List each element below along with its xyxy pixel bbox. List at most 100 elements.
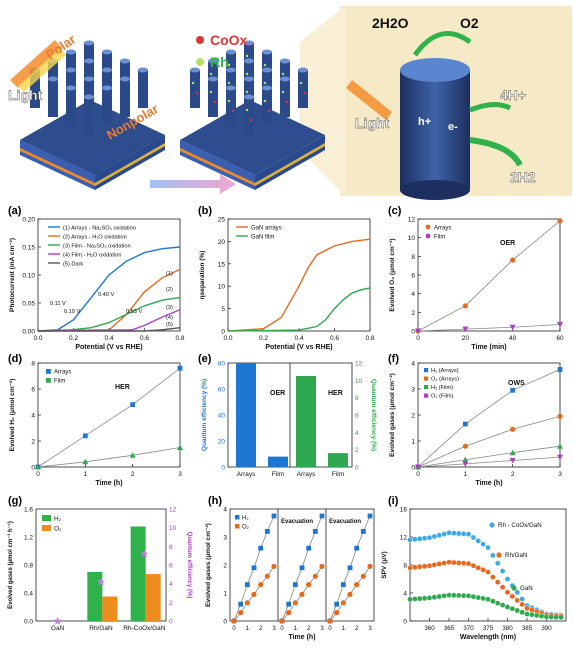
- legend-marker: [46, 378, 51, 383]
- legend-text: (4) Film - H₂O oxidation: [63, 253, 121, 259]
- legend-text: O₂: [242, 525, 250, 531]
- nanowire-rod: [84, 97, 94, 135]
- data-point: [426, 562, 433, 569]
- y-tick-label-right: 6: [355, 413, 359, 420]
- y-tick-label: 4: [411, 361, 415, 368]
- data-point: [509, 324, 516, 331]
- panel-label-b: (b): [198, 205, 213, 217]
- legend-text: H₂ (Arrays): [431, 368, 459, 374]
- data-point: [416, 595, 423, 602]
- nanowire-rod-top: [84, 40, 94, 46]
- data-point: [264, 573, 270, 579]
- data-point: [441, 560, 447, 566]
- data-point: [334, 601, 340, 607]
- rh-particle: [209, 72, 213, 76]
- annotation: OWS: [508, 380, 525, 387]
- annotation: (2): [166, 287, 173, 293]
- y-tick-label: 0.20: [22, 217, 35, 224]
- nanowire-rod: [298, 70, 308, 108]
- data-point: [465, 593, 472, 599]
- y-tick-label-right: 4: [355, 430, 359, 437]
- y-tick-label-right: 2: [169, 600, 173, 607]
- y-tick-label: 3: [223, 535, 227, 542]
- y-tick-label: 10: [218, 284, 226, 291]
- nanowire-rod-top: [262, 67, 272, 73]
- x-tick-label: 385: [522, 625, 533, 632]
- annotation: 0.53 V: [126, 309, 142, 315]
- bar: [268, 456, 288, 467]
- data-point: [529, 611, 535, 618]
- nanowire-rod: [280, 79, 290, 117]
- series-line: [227, 287, 371, 332]
- h4-label: 4H+: [500, 87, 526, 103]
- data-point: [524, 605, 530, 612]
- x-tick-label: 3: [558, 471, 562, 478]
- nanowire-rod-top: [280, 76, 290, 82]
- y-tick-label-right: 10: [355, 378, 363, 385]
- legend-marker: [424, 393, 429, 398]
- y-tick-label: 2: [223, 563, 227, 570]
- legend-text: (3) Film - Na₂SO₃ oxidation: [63, 244, 131, 250]
- data-point: [460, 592, 467, 599]
- y-tick-label: 0.00: [22, 329, 35, 336]
- nanowire-rod-top: [190, 67, 200, 73]
- x-tick-label: 2: [307, 626, 311, 632]
- legend-text: (2) Arrays - H₂O oxidation: [63, 235, 127, 241]
- annotation: OER: [270, 390, 285, 397]
- data-point: [462, 421, 468, 427]
- middle-nanowire-block: [180, 100, 325, 190]
- data-point: [455, 560, 462, 566]
- data-point: [421, 535, 428, 542]
- y-tick-label-right: 8: [169, 544, 173, 551]
- legend-marker: [46, 369, 51, 374]
- data-point: [177, 444, 183, 450]
- nanowire-rod-top: [102, 85, 112, 91]
- x-tick-label: 1: [84, 471, 88, 478]
- series-line: [37, 367, 181, 468]
- y-tick-label: 1: [411, 439, 415, 446]
- o2-label: O2: [460, 15, 479, 31]
- nanowire-rod-top: [66, 49, 76, 55]
- nanowire-rod-top: [280, 58, 290, 64]
- data-point: [465, 560, 472, 567]
- x-axis-label: Time (h): [475, 480, 502, 487]
- panel-i: (i) 0 4 8 12 16 Wavelength (nm) SPV (μV) 360 365…: [380, 495, 574, 645]
- nanowire-rod-top: [262, 49, 272, 55]
- data-point: [299, 591, 305, 597]
- legend-marker: [235, 515, 240, 520]
- panel-d: (d) 0 1 2 3 0 2 4 6 8 Time (h) Evolved H₂ (μmol cm…: [0, 353, 190, 493]
- data-point: [312, 573, 318, 579]
- panel-label-c: (c): [388, 205, 402, 217]
- y-tick-label: 0: [411, 329, 415, 336]
- data-point: [494, 579, 501, 585]
- y-tick-label-right: 0: [169, 619, 173, 626]
- y-axis-label: Evolved gases (μmol cm⁻² h⁻¹): [7, 521, 14, 609]
- annotation: 0.40 V: [98, 292, 114, 298]
- coox-particle: [267, 109, 271, 113]
- hplus-label: h+: [418, 116, 431, 128]
- x-tick-label: 0.4: [294, 335, 303, 342]
- series-line: [417, 415, 561, 468]
- chart-f: 0 1 2 3 0 1 2 3 4 Time (h) Evolved gases (μmol cm⁻…: [389, 361, 563, 487]
- x-tick-label: Arrays: [237, 471, 257, 478]
- nanowire-rod-top: [244, 40, 254, 46]
- rh-particle: [281, 72, 285, 76]
- series-line: [37, 447, 181, 468]
- data-point: [436, 561, 443, 567]
- data-point: [436, 593, 443, 600]
- data-point: [306, 545, 312, 551]
- x-tick-label: 3: [368, 626, 372, 632]
- series-line: [417, 369, 561, 468]
- legend-text: Film: [434, 235, 445, 241]
- panel-c: (c) 0 20 40 60 0 2 4 6 8 10 12 Time (min) Evolved O₂…: [380, 205, 570, 355]
- rh-dot: [196, 58, 204, 66]
- y-tick-label-right: 6: [169, 563, 173, 570]
- x-tick-label: 0.6: [330, 335, 339, 342]
- y-tick-label: 16: [400, 507, 408, 514]
- legend-text: H₂: [242, 516, 249, 522]
- data-point: [510, 426, 516, 432]
- data-point: [426, 595, 433, 601]
- y-tick-label: 1.6: [24, 507, 33, 514]
- rh-particle: [263, 63, 267, 67]
- bar: [328, 453, 348, 467]
